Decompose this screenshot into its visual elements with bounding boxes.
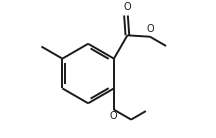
Text: O: O <box>147 24 155 34</box>
Text: O: O <box>110 111 117 121</box>
Text: O: O <box>124 2 131 12</box>
